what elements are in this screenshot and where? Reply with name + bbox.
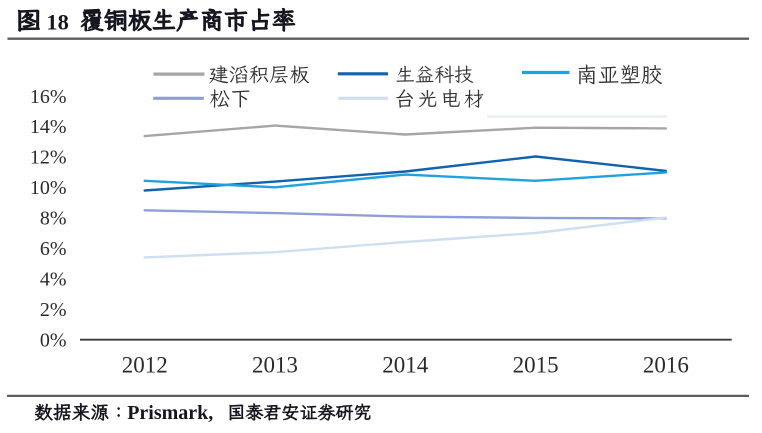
svg-text:16%: 16% xyxy=(30,86,67,108)
svg-text:2015: 2015 xyxy=(513,353,559,378)
svg-text:10%: 10% xyxy=(30,177,67,199)
svg-text:0%: 0% xyxy=(40,329,67,351)
svg-text:Prismark,: Prismark, xyxy=(127,402,213,424)
svg-text:2014: 2014 xyxy=(382,353,429,378)
svg-text:18: 18 xyxy=(46,10,69,35)
svg-text:12%: 12% xyxy=(30,147,67,169)
svg-text:4%: 4% xyxy=(40,268,67,290)
svg-text:8%: 8% xyxy=(40,208,67,230)
svg-text:6%: 6% xyxy=(40,238,67,260)
svg-text:14%: 14% xyxy=(30,116,67,138)
svg-text:2%: 2% xyxy=(40,299,67,321)
svg-text:2013: 2013 xyxy=(252,353,298,378)
svg-text:2012: 2012 xyxy=(122,353,168,378)
svg-text:2016: 2016 xyxy=(643,353,689,378)
